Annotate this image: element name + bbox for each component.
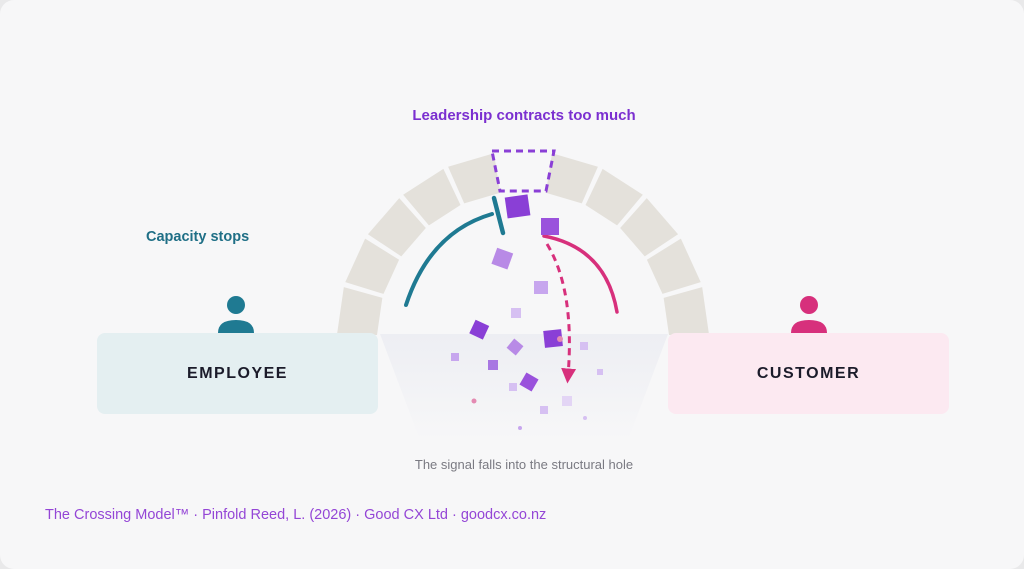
employee-label: EMPLOYEE: [187, 364, 288, 382]
arch-stone: [663, 287, 709, 335]
falling-signal: [545, 243, 577, 384]
customer-arc: [542, 234, 619, 314]
customer-box: CUSTOMER: [668, 333, 949, 414]
arch-stone: [337, 287, 383, 335]
missing-keystone: [490, 149, 556, 193]
arch-stone: [367, 198, 426, 257]
arch-stone: [620, 198, 679, 257]
arch-stone: [403, 168, 461, 226]
employee-box: EMPLOYEE: [97, 333, 378, 414]
arch-stone: [585, 168, 643, 226]
customer-label: CUSTOMER: [756, 364, 861, 382]
arch-stones: [337, 153, 709, 335]
signal-fragments: [451, 194, 603, 430]
footer-citation: The Crossing Model™ · Pinfold Reed, L. (…: [45, 507, 547, 523]
capacity-stop-bar: [491, 195, 506, 236]
capacity-arc: [404, 212, 494, 307]
capacity-label: Capacity stops: [146, 229, 250, 245]
employee-person-icon: [218, 296, 254, 333]
customer-person-icon: [791, 296, 827, 333]
signal-caption: The signal falls into the structural hol…: [414, 457, 634, 472]
arch-stone: [345, 238, 400, 294]
leadership-label: Leadership contracts too much: [412, 107, 636, 124]
arch-stone: [545, 153, 598, 204]
arch-stone: [448, 153, 501, 204]
arch-stone: [646, 238, 701, 294]
